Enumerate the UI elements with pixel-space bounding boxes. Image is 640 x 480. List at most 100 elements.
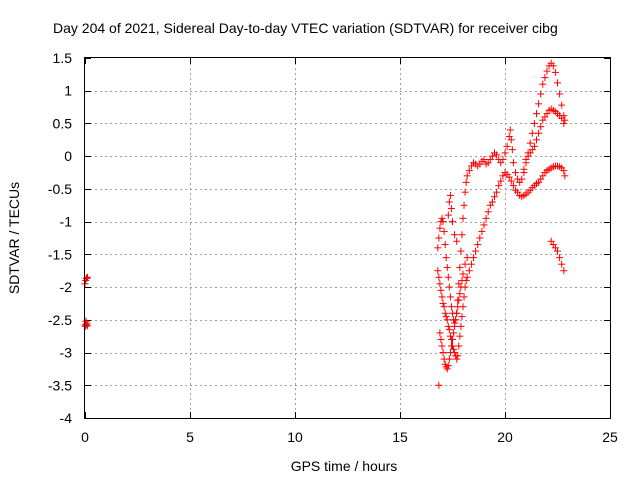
data-point — [463, 273, 471, 281]
data-point — [439, 349, 447, 357]
data-point — [434, 244, 442, 252]
data-point — [560, 119, 568, 127]
data-point — [560, 267, 568, 275]
data-point — [442, 254, 450, 262]
y-tick-label: -3.5 — [48, 377, 72, 393]
data-point — [458, 231, 466, 239]
data-point — [440, 227, 448, 235]
data-point — [474, 241, 482, 249]
data-point — [453, 309, 461, 317]
data-point — [84, 322, 92, 330]
y-tick-label: -3 — [60, 345, 73, 361]
data-point — [461, 188, 469, 196]
data-point — [443, 263, 451, 271]
data-point — [476, 234, 484, 242]
data-point — [554, 79, 561, 87]
y-axis-label: SDTVAR / TECUs — [6, 182, 22, 294]
data-point — [446, 293, 454, 301]
data-point — [554, 247, 561, 255]
data-point — [535, 100, 543, 108]
data-point — [435, 234, 443, 242]
data-point — [443, 316, 451, 324]
data-point — [488, 198, 496, 206]
y-tick-label: -1.5 — [48, 246, 72, 262]
data-point — [460, 201, 468, 209]
data-point — [463, 172, 471, 180]
data-point — [558, 260, 566, 268]
data-point — [556, 254, 564, 262]
data-point — [530, 119, 538, 127]
data-point — [443, 365, 451, 373]
data-point — [491, 193, 498, 201]
data-point — [435, 273, 443, 281]
data-point — [444, 322, 452, 330]
data-point — [449, 218, 456, 226]
x-tick-label: 25 — [602, 429, 618, 445]
x-tick-label: 5 — [186, 429, 194, 445]
data-point — [453, 237, 461, 245]
data-point — [440, 303, 448, 311]
x-tick-label: 15 — [392, 429, 408, 445]
data-point — [444, 273, 452, 281]
data-point — [543, 67, 551, 75]
data-point — [441, 241, 449, 249]
chart-title: Day 204 of 2021, Sidereal Day-to-day VTE… — [53, 20, 558, 36]
y-tick-label: 1.5 — [53, 50, 73, 66]
data-point — [484, 208, 492, 216]
data-point — [526, 139, 534, 147]
data-point — [451, 319, 459, 327]
data-point — [461, 260, 469, 268]
data-point — [465, 167, 473, 175]
data-point — [450, 329, 458, 337]
data-point — [462, 178, 470, 186]
data-point — [449, 335, 456, 343]
data-point — [447, 205, 455, 213]
data-point — [445, 198, 453, 206]
data-point — [556, 90, 564, 98]
y-tick-label: 0.5 — [53, 115, 73, 131]
data-point — [551, 68, 559, 76]
data-point — [507, 136, 515, 144]
data-point — [535, 129, 543, 137]
data-point — [456, 332, 464, 340]
data-point — [439, 218, 447, 226]
data-point — [558, 114, 566, 122]
data-point — [467, 260, 475, 268]
data-point — [84, 273, 92, 281]
data-point — [436, 280, 444, 288]
data-point — [456, 263, 464, 271]
data-point — [82, 317, 90, 325]
data-point — [472, 247, 480, 255]
data-point — [455, 280, 463, 288]
data-point — [446, 191, 454, 199]
data-point — [507, 177, 515, 185]
data-point — [453, 355, 461, 363]
data-point — [463, 254, 471, 262]
data-point — [438, 342, 446, 350]
data-point — [439, 299, 447, 307]
data-point — [457, 247, 465, 255]
data-point — [437, 286, 445, 294]
data-point — [458, 277, 466, 285]
data-point — [537, 90, 545, 98]
data-point — [533, 110, 540, 118]
data-point — [460, 293, 468, 301]
data-point — [512, 169, 519, 177]
data-point — [434, 267, 442, 275]
data-point — [509, 182, 517, 190]
data-point — [506, 126, 514, 134]
y-tick-label: -1 — [60, 214, 73, 230]
data-point — [445, 355, 453, 363]
axis-ticks: 0 5 10 15 20 25 -4 -3.5 -3 -2.5 -2 -1.5 -1 -0.5 0 0.5 1 1… — [48, 50, 618, 445]
data-point — [520, 165, 528, 173]
data-point — [444, 362, 452, 370]
data-point — [539, 80, 547, 88]
data-point — [436, 224, 444, 232]
data-point — [445, 283, 453, 291]
y-tick-label: -2 — [60, 279, 73, 295]
x-axis-label: GPS time / hours — [291, 458, 398, 474]
data-point — [459, 270, 467, 278]
data-point — [501, 149, 509, 157]
data-point — [561, 172, 569, 180]
